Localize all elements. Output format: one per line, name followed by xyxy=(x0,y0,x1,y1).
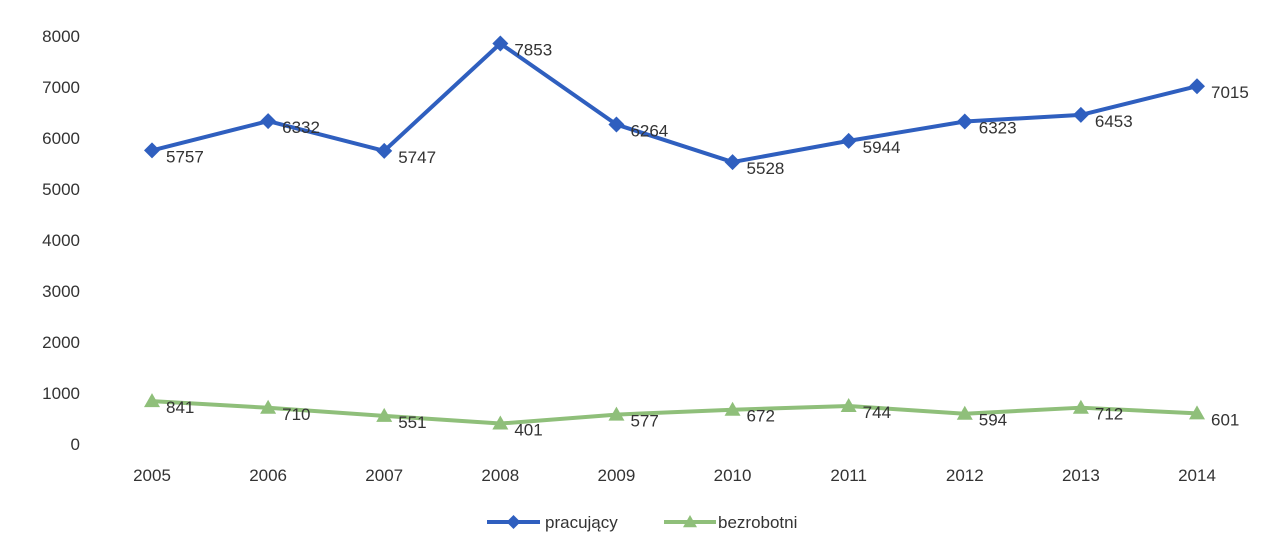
data-point xyxy=(1072,106,1089,123)
data-point xyxy=(144,142,160,159)
x-tick-label: 2012 xyxy=(946,466,984,485)
data-label: 5944 xyxy=(863,138,901,157)
data-label: 6453 xyxy=(1095,112,1133,131)
series-line xyxy=(150,41,1199,165)
legend-label: pracujący xyxy=(545,513,618,532)
x-tick-label: 2007 xyxy=(365,466,403,485)
legend: pracujący bezrobotni xyxy=(487,513,797,532)
data-label: 594 xyxy=(979,411,1007,430)
data-point xyxy=(1189,405,1205,420)
data-point xyxy=(1072,399,1089,414)
data-label: 6323 xyxy=(979,119,1017,138)
data-point xyxy=(724,154,741,171)
y-tick-label: 3000 xyxy=(42,282,80,301)
x-tick-label: 2006 xyxy=(249,466,287,485)
legend-label: bezrobotni xyxy=(718,513,797,532)
data-point xyxy=(956,113,973,130)
legend-marker xyxy=(506,515,521,529)
x-tick-label: 2009 xyxy=(598,466,636,485)
x-tick-label: 2010 xyxy=(714,466,752,485)
data-label: 7015 xyxy=(1211,83,1249,102)
legend-item-0: pracujący xyxy=(487,513,618,532)
data-point xyxy=(492,35,509,52)
data-point xyxy=(144,393,160,408)
data-point xyxy=(376,142,393,159)
data-point xyxy=(608,116,625,133)
data-label: 5747 xyxy=(398,148,436,167)
data-point xyxy=(492,415,509,430)
series-0: 5757 6332 5747 7853 6264 5528 5944 6323 6453 7015 xyxy=(144,35,1249,178)
data-label: 401 xyxy=(514,421,542,440)
legend-item-1: bezrobotni xyxy=(664,513,797,532)
data-label: 712 xyxy=(1095,405,1123,424)
data-label: 7853 xyxy=(514,40,552,59)
data-point xyxy=(260,113,277,130)
y-tick-label: 4000 xyxy=(42,231,80,250)
x-tick-label: 2014 xyxy=(1178,466,1216,485)
data-label: 551 xyxy=(398,413,426,432)
data-label: 6264 xyxy=(630,122,668,141)
y-tick-label: 2000 xyxy=(42,333,80,352)
data-label: 710 xyxy=(282,405,310,424)
data-label: 5528 xyxy=(747,159,785,178)
data-point xyxy=(1189,78,1205,95)
series-1: 841 710 551 401 577 672 744 594 712 601 xyxy=(144,393,1239,440)
x-tick-label: 2013 xyxy=(1062,466,1100,485)
data-label: 841 xyxy=(166,398,194,417)
series-line xyxy=(150,399,1199,426)
data-point xyxy=(840,398,857,413)
data-label: 6332 xyxy=(282,118,320,137)
y-tick-label: 0 xyxy=(71,435,80,454)
data-label: 744 xyxy=(863,403,891,422)
data-point xyxy=(608,406,625,421)
x-axis: 2005 2006 2007 2008 2009 2010 2011 2012 2013 2014 xyxy=(133,466,1216,485)
data-label: 601 xyxy=(1211,410,1239,429)
y-tick-label: 8000 xyxy=(42,27,80,46)
data-label: 5757 xyxy=(166,147,204,166)
data-point xyxy=(956,405,973,420)
y-tick-label: 1000 xyxy=(42,384,80,403)
y-axis: 0 1000 2000 3000 4000 5000 6000 7000 8000 xyxy=(42,27,80,454)
series-layer: 5757 6332 5747 7853 6264 5528 5944 6323 6453 7015… xyxy=(144,35,1249,440)
y-tick-label: 5000 xyxy=(42,180,80,199)
data-point xyxy=(840,132,857,149)
x-tick-label: 2005 xyxy=(133,466,171,485)
x-tick-label: 2008 xyxy=(481,466,519,485)
data-point xyxy=(724,401,741,416)
data-point xyxy=(260,399,277,414)
data-point xyxy=(376,407,393,422)
x-tick-label: 2011 xyxy=(830,466,867,485)
legend-marker xyxy=(683,515,697,528)
data-label: 577 xyxy=(630,412,658,431)
y-tick-label: 7000 xyxy=(42,78,80,97)
y-tick-label: 6000 xyxy=(42,129,80,148)
data-label: 672 xyxy=(747,407,775,426)
